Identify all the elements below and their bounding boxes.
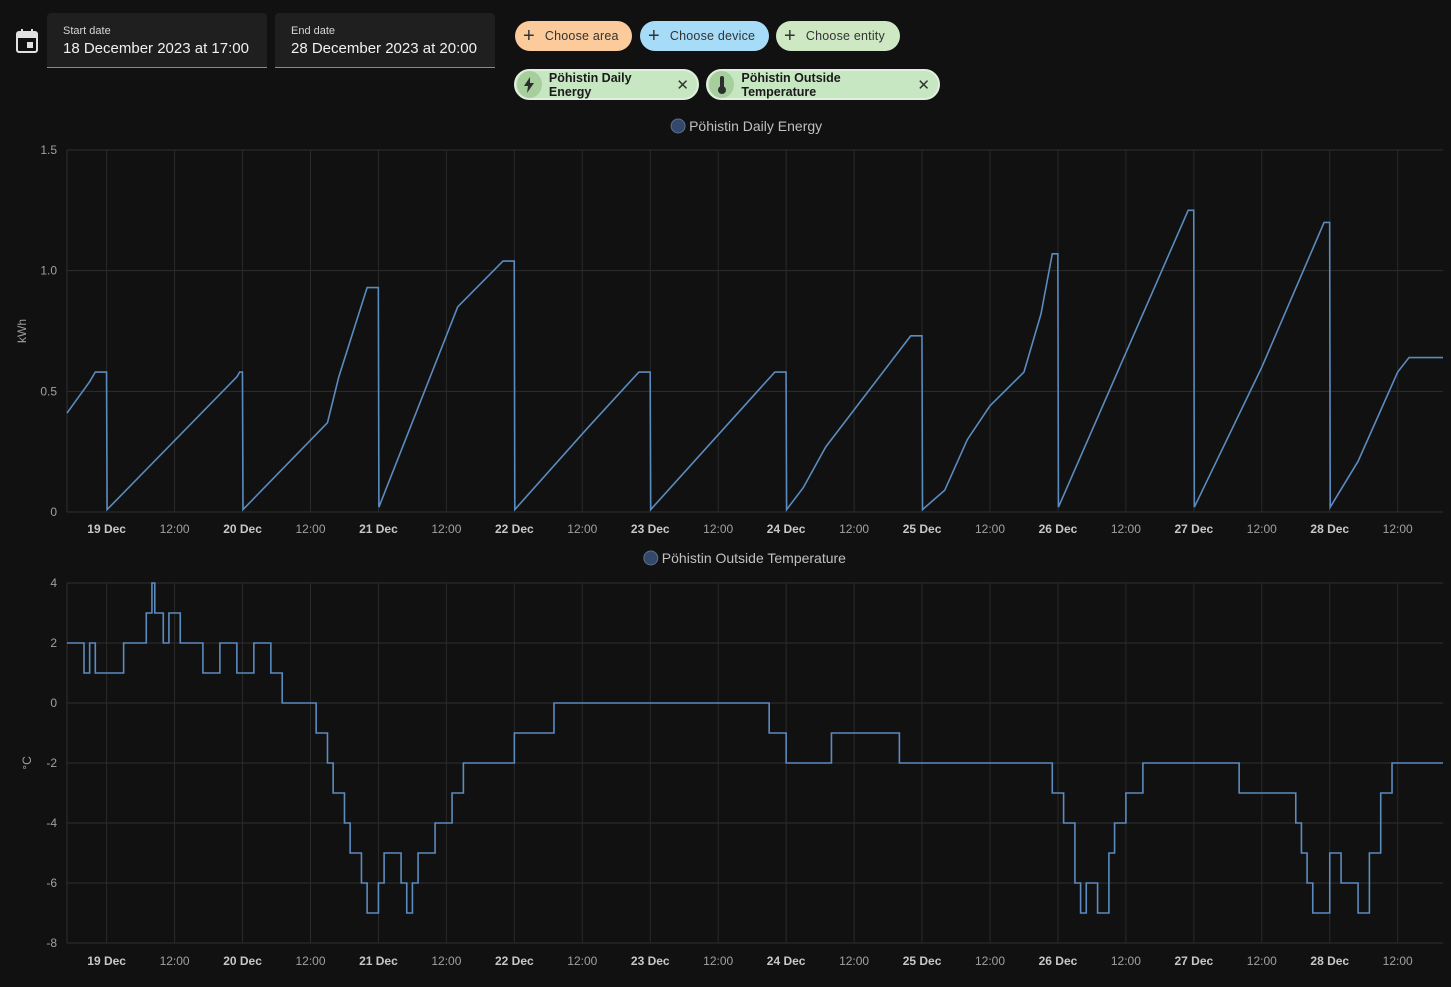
- x-tick-label: 12:00: [160, 954, 190, 968]
- x-tick-label: 23 Dec: [631, 954, 670, 968]
- thermometer-icon: [709, 71, 735, 98]
- choose-entity-label: Choose entity: [805, 29, 885, 43]
- end-date-value: 28 December 2023 at 20:00: [291, 40, 477, 57]
- x-tick-label: 12:00: [1247, 954, 1277, 968]
- y-tick-label: 1.5: [40, 143, 57, 157]
- choose-area-label: Choose area: [544, 29, 619, 43]
- x-tick-label: 12:00: [975, 522, 1005, 536]
- legend-label: Pöhistin Outside Temperature: [662, 550, 846, 566]
- legend-marker: [643, 550, 659, 566]
- y-tick-label: -6: [46, 876, 57, 890]
- x-tick-label: 12:00: [567, 522, 597, 536]
- x-tick-label: 22 Dec: [495, 522, 534, 536]
- x-tick-label: 12:00: [839, 954, 869, 968]
- x-tick-label: 21 Dec: [359, 954, 398, 968]
- legend: Pöhistin Outside Temperature: [643, 550, 846, 566]
- start-date-value: 18 December 2023 at 17:00: [63, 40, 249, 57]
- x-tick-label: 19 Dec: [87, 522, 126, 536]
- y-axis-label: °C: [20, 756, 34, 770]
- entity-chip-label: Pöhistin Daily Energy: [548, 70, 632, 99]
- x-tick-label: 12:00: [160, 522, 190, 536]
- temperature-chart[interactable]: -8 -6 -4 -2 0 2 4 19 Dec 12:00 20 Dec 12:00 21 Dec 1…: [0, 545, 1451, 982]
- y-tick-label: 0: [50, 505, 57, 519]
- end-date-field[interactable]: End date 28 December 2023 at 20:00: [275, 13, 495, 68]
- plus-icon: +: [648, 25, 660, 47]
- y-tick-label: 1.0: [40, 264, 57, 278]
- x-tick-label: 12:00: [975, 954, 1005, 968]
- y-tick-label: 0: [50, 696, 57, 710]
- choose-device-label: Choose device: [669, 29, 756, 43]
- x-tick-label: 12:00: [839, 522, 869, 536]
- choose-entity-button[interactable]: + Choose entity: [776, 21, 900, 51]
- x-tick-label: 12:00: [567, 954, 597, 968]
- calendar-icon[interactable]: [16, 29, 38, 53]
- y-tick-label: -2: [46, 756, 57, 770]
- entity-chip-label: Pöhistin Outside Temperature: [741, 70, 841, 99]
- x-tick-label: 26 Dec: [1039, 522, 1078, 536]
- x-tick-label: 23 Dec: [631, 522, 670, 536]
- x-tick-label: 28 Dec: [1310, 522, 1349, 536]
- x-tick-label: 12:00: [295, 522, 325, 536]
- x-tick-label: 12:00: [1111, 954, 1141, 968]
- x-tick-label: 27 Dec: [1174, 954, 1213, 968]
- lightning-bolt-icon: [517, 71, 542, 98]
- x-tick-label: 27 Dec: [1174, 522, 1213, 536]
- plus-icon: +: [523, 25, 535, 47]
- x-tick-label: 12:00: [703, 522, 733, 536]
- close-icon[interactable]: ✕: [676, 76, 689, 94]
- x-tick-label: 21 Dec: [359, 522, 398, 536]
- x-tick-label: 12:00: [431, 522, 461, 536]
- start-date-label: Start date: [63, 25, 111, 37]
- close-icon[interactable]: ✕: [917, 76, 930, 94]
- x-tick-label: 12:00: [1111, 522, 1141, 536]
- y-tick-label: -8: [46, 936, 57, 950]
- entity-chip-outside-temperature[interactable]: Pöhistin Outside Temperature ✕: [706, 69, 940, 100]
- entity-chip-daily-energy[interactable]: Pöhistin Daily Energy ✕: [514, 69, 699, 100]
- legend-label: Pöhistin Daily Energy: [689, 118, 822, 134]
- x-tick-label: 25 Dec: [903, 522, 942, 536]
- x-tick-label: 12:00: [295, 954, 325, 968]
- x-tick-label: 20 Dec: [223, 522, 262, 536]
- series-line: [66, 209, 1443, 512]
- y-tick-label: 2: [50, 636, 57, 650]
- x-tick-label: 12:00: [703, 954, 733, 968]
- x-tick-label: 12:00: [1383, 954, 1413, 968]
- energy-chart[interactable]: 0 0.5 1.0 1.5 19 Dec 12:00 20 Dec 12:00 21 Dec 12…: [0, 108, 1451, 540]
- x-tick-label: 22 Dec: [495, 954, 534, 968]
- legend: Pöhistin Daily Energy: [670, 118, 822, 134]
- x-tick-label: 19 Dec: [87, 954, 126, 968]
- y-tick-label: 4: [50, 576, 57, 590]
- x-tick-label: 12:00: [1247, 522, 1277, 536]
- plus-icon: +: [784, 25, 796, 47]
- choose-area-button[interactable]: + Choose area: [515, 21, 632, 51]
- choose-device-button[interactable]: + Choose device: [640, 21, 769, 51]
- x-tick-label: 12:00: [431, 954, 461, 968]
- x-tick-label: 12:00: [1383, 522, 1413, 536]
- x-tick-label: 24 Dec: [767, 522, 806, 536]
- series-line: [67, 582, 1443, 914]
- x-tick-label: 20 Dec: [223, 954, 262, 968]
- y-tick-label: -4: [46, 816, 57, 830]
- y-axis-label: kWh: [15, 319, 29, 343]
- x-tick-label: 28 Dec: [1310, 954, 1349, 968]
- x-tick-label: 25 Dec: [903, 954, 942, 968]
- start-date-field[interactable]: Start date 18 December 2023 at 17:00: [47, 13, 267, 68]
- end-date-label: End date: [291, 25, 336, 37]
- x-tick-label: 24 Dec: [767, 954, 806, 968]
- x-tick-label: 26 Dec: [1039, 954, 1078, 968]
- legend-marker: [670, 118, 686, 134]
- y-tick-label: 0.5: [40, 384, 57, 398]
